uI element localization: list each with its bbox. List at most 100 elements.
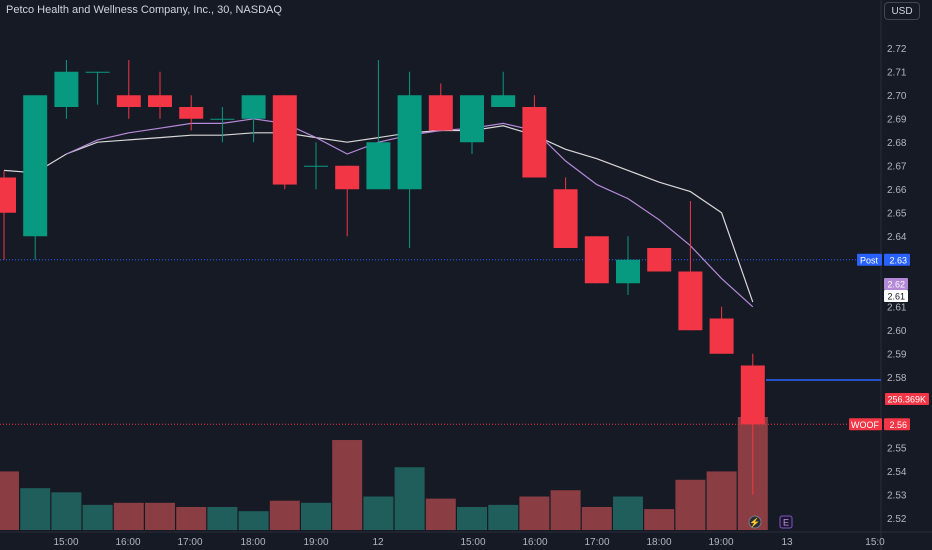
y-tick-label: 2.70 — [887, 91, 907, 102]
candle-body[interactable] — [491, 95, 516, 107]
y-tick-label: 2.53 — [887, 490, 907, 501]
post-label: Post — [860, 255, 879, 265]
x-tick-label: 15:00 — [53, 537, 78, 548]
last-price-badge-bg — [884, 418, 910, 431]
volume-bar — [675, 479, 706, 530]
candle-body[interactable] — [460, 95, 484, 143]
candle-body[interactable] — [709, 318, 734, 354]
post-price-badge-bg — [884, 253, 910, 266]
volume-bar — [394, 467, 425, 530]
volume-bar — [488, 504, 519, 530]
post-price-badge: 2.63 — [889, 255, 907, 265]
x-tick-label: 15:0 — [865, 537, 885, 548]
x-tick-label: 18:00 — [240, 537, 265, 548]
candle-body[interactable] — [616, 259, 640, 284]
candle-body[interactable] — [116, 95, 141, 107]
volume-badge-bg — [885, 393, 929, 405]
post-label-bg — [857, 253, 882, 266]
x-tick-label: 17:00 — [584, 537, 609, 548]
x-tick-label: 13 — [781, 537, 793, 548]
ma-fast-badge: 2.62 — [887, 280, 905, 290]
y-tick-label: 2.54 — [887, 467, 907, 478]
candle-body[interactable] — [678, 271, 703, 331]
candle-body[interactable] — [740, 365, 765, 425]
volume-bar — [0, 471, 19, 530]
candle-body[interactable] — [428, 95, 453, 131]
ma-fast-badge-bg — [884, 278, 908, 290]
ticker-label-bg — [849, 418, 882, 431]
candle-body[interactable] — [584, 236, 609, 284]
volume-bar — [238, 511, 269, 530]
y-tick-label: 2.55 — [887, 443, 907, 454]
earnings-icon[interactable] — [779, 515, 793, 529]
volume-bar — [51, 492, 82, 530]
volume-badge: 256.369K — [887, 395, 926, 405]
candle-body[interactable] — [241, 95, 266, 119]
candle-body[interactable] — [54, 71, 79, 107]
x-tick-label: 12 — [372, 537, 384, 548]
volume-bar — [581, 506, 612, 530]
candle-body[interactable] — [0, 177, 16, 213]
volume-bar — [519, 496, 550, 530]
volume-bar — [550, 490, 581, 530]
volume-bar — [82, 504, 113, 530]
candle-body[interactable] — [85, 71, 110, 73]
volume-bar — [145, 502, 175, 530]
y-tick-label: 2.68 — [887, 138, 907, 149]
y-tick-label: 2.67 — [887, 161, 907, 172]
last-price-badge: 2.56 — [889, 420, 907, 430]
dividend-marker: ⚡ — [749, 517, 760, 529]
y-tick-label: 2.72 — [887, 44, 907, 55]
candle-body[interactable] — [210, 118, 235, 120]
volume-bar — [207, 506, 238, 530]
volume-bar — [176, 506, 207, 530]
ma-slow-badge: 2.61 — [887, 292, 905, 302]
volume-bar — [332, 440, 363, 530]
x-tick-label: 16:00 — [115, 537, 140, 548]
dividend-icon[interactable] — [748, 515, 762, 529]
candle-body[interactable] — [522, 107, 547, 178]
volume-bar — [457, 506, 487, 530]
earnings-marker: E — [783, 518, 789, 528]
volume-bar — [706, 471, 737, 530]
volume-bar — [301, 502, 331, 530]
candle-body[interactable] — [179, 107, 204, 119]
candle-body[interactable] — [272, 95, 297, 185]
y-tick-label: 2.69 — [887, 114, 907, 125]
y-tick-label: 2.71 — [887, 67, 907, 78]
x-tick-label: 18:00 — [646, 537, 671, 548]
candle-body[interactable] — [397, 95, 422, 190]
candle-body[interactable] — [647, 248, 672, 272]
x-tick-label: 19:00 — [303, 537, 328, 548]
candle-body[interactable] — [148, 95, 172, 107]
volume-bar — [363, 496, 394, 530]
volume-bar — [20, 488, 51, 530]
candle-body[interactable] — [304, 165, 328, 167]
ticker-label: WOOF — [851, 420, 879, 430]
y-tick-label: 2.66 — [887, 185, 907, 196]
candle-body[interactable] — [23, 95, 48, 237]
x-tick-label: 19:00 — [708, 537, 733, 548]
symbol-title: Petco Health and Wellness Company, Inc.,… — [6, 4, 282, 16]
y-tick-label: 2.60 — [887, 326, 907, 337]
candle-body[interactable] — [335, 165, 360, 190]
candle-body[interactable] — [366, 142, 391, 190]
ma-slow-badge-bg — [884, 290, 908, 302]
volume-bar — [644, 509, 675, 530]
x-tick-label: 17:00 — [177, 537, 202, 548]
volume-bar — [425, 498, 456, 530]
y-tick-label: 2.59 — [887, 349, 907, 360]
y-tick-label: 2.65 — [887, 208, 907, 219]
y-tick-label: 2.64 — [887, 232, 907, 243]
y-tick-label: 2.61 — [887, 302, 907, 313]
volume-bar — [613, 496, 643, 530]
y-tick-label: 2.52 — [887, 514, 907, 525]
candle-body[interactable] — [553, 189, 578, 248]
currency-button[interactable]: USD — [884, 2, 920, 20]
volume-bar — [113, 502, 144, 530]
y-tick-label: 2.58 — [887, 373, 907, 384]
volume-bar — [269, 500, 300, 530]
x-tick-label: 15:00 — [460, 537, 485, 548]
x-tick-label: 16:00 — [522, 537, 547, 548]
